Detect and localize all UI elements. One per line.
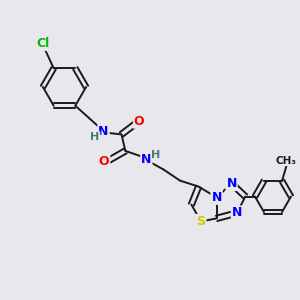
Text: CH₃: CH₃ (276, 155, 297, 166)
Text: H: H (91, 132, 100, 142)
Text: N: N (98, 125, 109, 138)
Text: N: N (212, 191, 222, 204)
Text: O: O (134, 115, 145, 128)
Text: N: N (141, 153, 152, 166)
Text: O: O (99, 155, 110, 169)
Text: N: N (232, 206, 242, 220)
Text: S: S (196, 215, 206, 228)
Text: Cl: Cl (37, 37, 50, 50)
Text: H: H (152, 150, 160, 160)
Text: N: N (226, 177, 237, 190)
